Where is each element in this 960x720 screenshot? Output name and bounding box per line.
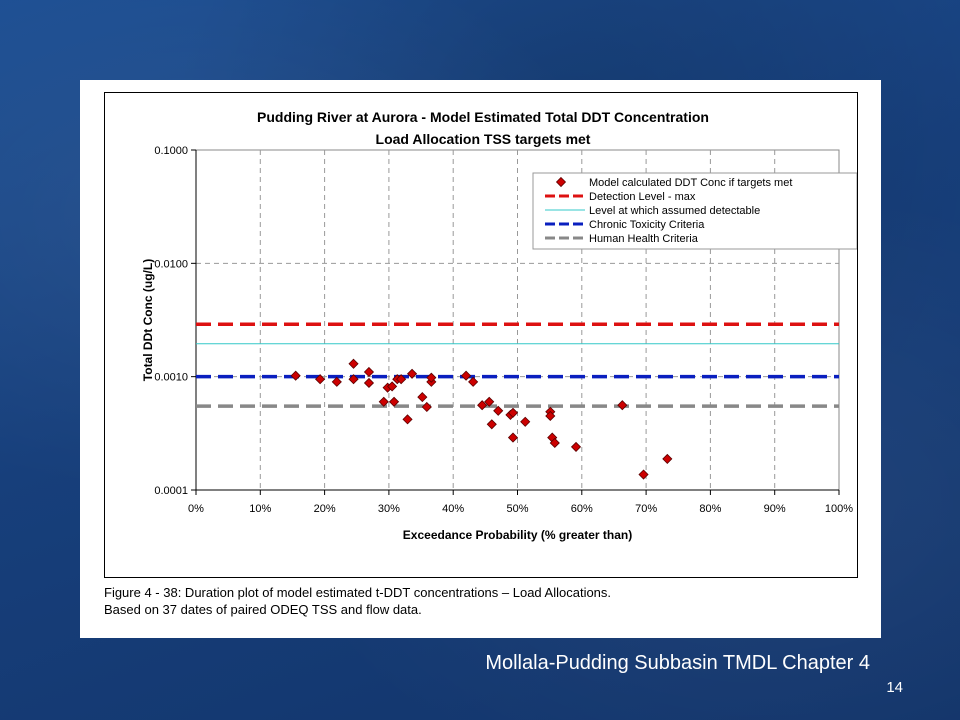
data-point [484, 396, 495, 407]
data-point [396, 374, 407, 385]
chart-title: Pudding River at Aurora - Model Estimate… [257, 109, 709, 125]
data-point [417, 392, 428, 403]
x-tick-label: 0% [188, 503, 204, 515]
data-point [662, 453, 673, 464]
caption-line-1: Figure 4 - 38: Duration plot of model es… [104, 585, 612, 600]
x-tick-label: 20% [314, 503, 336, 515]
y-tick-label: 0.0100 [154, 258, 188, 270]
x-tick-label: 10% [249, 503, 271, 515]
legend-marker [555, 176, 567, 188]
x-tick-label: 40% [442, 503, 464, 515]
slide-content-panel: Pudding River at Aurora - Model Estimate… [80, 80, 881, 638]
x-tick-label: 30% [378, 503, 400, 515]
data-point [406, 368, 418, 379]
y-tick-label: 0.1000 [154, 145, 188, 157]
data-point [460, 370, 472, 381]
data-point [378, 396, 389, 407]
figure-caption: Figure 4 - 38: Duration plot of model es… [104, 584, 824, 618]
chart-frame: Pudding River at Aurora - Model Estimate… [104, 92, 858, 578]
x-tick-label: 60% [571, 503, 593, 515]
data-point [348, 358, 359, 369]
data-point [520, 416, 531, 427]
x-tick-label: 50% [506, 503, 528, 515]
data-point [388, 396, 400, 407]
data-point [477, 400, 488, 411]
x-tick-label: 70% [635, 503, 657, 515]
data-point [468, 376, 479, 387]
legend-label: Detection Level - max [589, 191, 696, 203]
data-point [486, 419, 497, 430]
x-tick-label: 100% [825, 503, 853, 515]
data-point [363, 366, 375, 378]
data-point [493, 405, 504, 416]
data-point [570, 441, 582, 452]
legend-label: Level at which assumed detectable [589, 205, 760, 217]
data-point [348, 374, 359, 385]
data-point [638, 469, 649, 480]
y-tick-label: 0.0010 [154, 372, 188, 384]
data-point [507, 432, 519, 443]
data-point [290, 370, 301, 381]
x-tick-label: 90% [764, 503, 786, 515]
data-point [426, 372, 437, 383]
legend-box [532, 172, 857, 250]
data-point [421, 401, 432, 413]
data-point [402, 414, 413, 425]
legend-label: Human Health Criteria [589, 233, 699, 245]
ddt-duration-chart: Pudding River at Aurora - Model Estimate… [141, 109, 857, 542]
data-point [617, 400, 628, 411]
data-point [545, 410, 556, 422]
y-axis-label: Total DDt Conc (ug/L) [141, 259, 155, 381]
data-point [315, 374, 326, 385]
data-point [331, 376, 342, 387]
data-point [363, 377, 375, 389]
legend-label: Chronic Toxicity Criteria [589, 219, 705, 231]
x-axis-label: Exceedance Probability (% greater than) [403, 528, 632, 542]
footer-title: Mollala-Pudding Subbasin TMDL Chapter 4 [485, 652, 870, 674]
data-point [507, 407, 519, 418]
y-tick-label: 0.0001 [154, 485, 188, 497]
page-number: 14 [886, 679, 903, 696]
caption-line-2: Based on 37 dates of paired ODEQ TSS and… [104, 602, 422, 617]
data-point [549, 437, 560, 449]
x-tick-label: 80% [699, 503, 721, 515]
legend-label: Model calculated DDT Conc if targets met [589, 177, 792, 189]
chart-subtitle: Load Allocation TSS targets met [376, 131, 591, 147]
data-point [387, 381, 398, 392]
